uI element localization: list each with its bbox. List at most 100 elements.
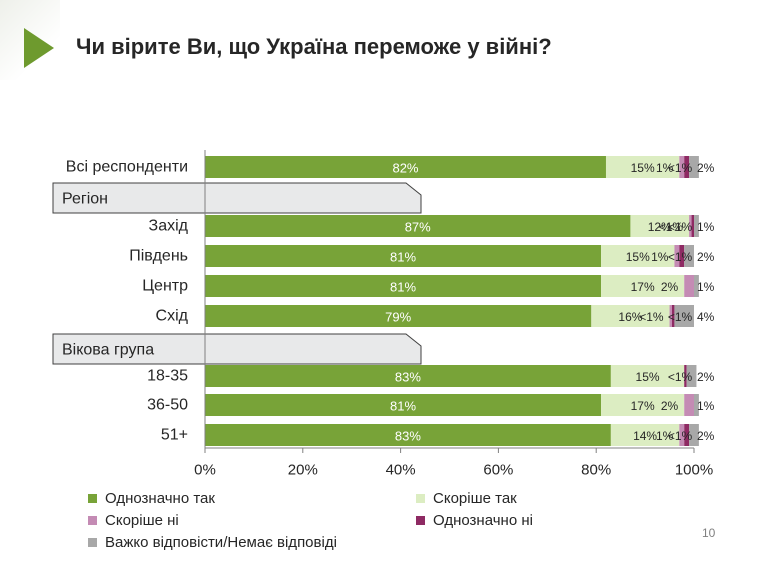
data-label: 2% bbox=[661, 399, 679, 413]
data-label: 2% bbox=[697, 161, 715, 175]
data-label: <1% bbox=[668, 370, 693, 384]
bar-segment bbox=[694, 215, 699, 237]
bar-segment bbox=[679, 245, 685, 267]
bar-segment bbox=[205, 305, 592, 327]
bar-segment bbox=[694, 275, 699, 297]
data-label: 14% bbox=[633, 429, 657, 443]
legend-item-definitely-no: Однозначно ні bbox=[416, 512, 533, 529]
bar-segment bbox=[684, 275, 694, 297]
bar-segment bbox=[686, 365, 697, 387]
row-label: 51+ bbox=[161, 427, 188, 444]
data-label: <1% bbox=[668, 310, 693, 324]
data-label: 15% bbox=[636, 370, 660, 384]
data-label: 1% bbox=[697, 220, 715, 234]
legend-swatch-hard-to-say bbox=[88, 538, 97, 547]
bar-segment bbox=[674, 245, 680, 267]
legend-label-rather-no: Скоріше ні bbox=[105, 512, 179, 529]
group-header-label: Регіон bbox=[62, 191, 108, 208]
legend-item-definitely-yes: Однозначно так bbox=[88, 490, 215, 507]
bar-segment bbox=[684, 394, 694, 416]
bar-segment bbox=[610, 365, 685, 387]
data-label: 1% bbox=[656, 161, 674, 175]
group-header-label: Вікова група bbox=[62, 342, 154, 359]
row-label: Захід bbox=[149, 218, 189, 235]
x-tick-label: 20% bbox=[288, 462, 318, 479]
x-tick-label: 60% bbox=[483, 462, 513, 479]
legend-label-hard-to-say: Важко відповісти/Немає відповіді bbox=[105, 534, 337, 551]
bar-segment bbox=[679, 156, 685, 178]
legend-label-definitely-no: Однозначно ні bbox=[433, 512, 533, 529]
bar-segment bbox=[601, 275, 685, 297]
data-label: 87% bbox=[405, 220, 431, 235]
row-label: 18-35 bbox=[147, 368, 188, 385]
legend-item-rather-yes: Скоріше так bbox=[416, 490, 517, 507]
legend-swatch-definitely-yes bbox=[88, 494, 97, 503]
bar-segment bbox=[689, 424, 699, 446]
bar-segment bbox=[205, 275, 602, 297]
data-label: <1% bbox=[659, 220, 684, 234]
data-label: <1% bbox=[668, 250, 693, 264]
bar-segment bbox=[205, 156, 606, 178]
bar-segment bbox=[630, 215, 690, 237]
data-label: 2% bbox=[697, 250, 715, 264]
bar-segment bbox=[601, 394, 685, 416]
legend-label-definitely-yes: Однозначно так bbox=[105, 490, 215, 507]
bar-segment bbox=[205, 215, 631, 237]
page-number: 10 bbox=[702, 526, 716, 540]
data-label: 17% bbox=[631, 280, 655, 294]
bar-segment bbox=[679, 424, 685, 446]
data-label: 81% bbox=[390, 399, 416, 414]
bar-segment bbox=[684, 245, 694, 267]
x-tick-label: 40% bbox=[386, 462, 416, 479]
legend-item-hard-to-say: Важко відповісти/Немає відповіді bbox=[88, 534, 337, 551]
group-header-tab bbox=[52, 182, 422, 214]
data-label: 4% bbox=[697, 310, 715, 324]
data-label: <1% bbox=[668, 429, 693, 443]
legend-swatch-definitely-no bbox=[416, 516, 425, 525]
data-label: 1% bbox=[656, 429, 674, 443]
bar-segment bbox=[591, 305, 670, 327]
data-label: 1% bbox=[697, 399, 715, 413]
data-label: 81% bbox=[390, 280, 416, 295]
data-label: 2% bbox=[697, 429, 715, 443]
data-label: 15% bbox=[626, 250, 650, 264]
bar-segment bbox=[205, 424, 611, 446]
data-label: 83% bbox=[395, 429, 421, 444]
x-tick-label: 0% bbox=[194, 462, 216, 479]
legend-swatch-rather-yes bbox=[416, 494, 425, 503]
bar-segment bbox=[605, 156, 680, 178]
bar-segment bbox=[610, 424, 680, 446]
data-label: 12% bbox=[648, 220, 672, 234]
row-label: Південь bbox=[129, 248, 188, 265]
slide-title: Чи вірите Ви, що Україна переможе у війн… bbox=[76, 34, 552, 59]
group-header-tab bbox=[52, 333, 422, 365]
bar-segment bbox=[689, 215, 692, 237]
data-label: <1% bbox=[668, 161, 693, 175]
data-label: 2% bbox=[697, 370, 715, 384]
bar-segment bbox=[671, 305, 675, 327]
row-label: Схід bbox=[156, 308, 189, 325]
bar-segment bbox=[684, 156, 690, 178]
row-label: 36-50 bbox=[147, 397, 188, 414]
data-label: 16% bbox=[618, 310, 642, 324]
bar-segment bbox=[669, 305, 672, 327]
legend-label-rather-yes: Скоріше так bbox=[433, 490, 517, 507]
bar-segment bbox=[691, 215, 694, 237]
bar-segment bbox=[684, 365, 687, 387]
bar-segment bbox=[684, 424, 690, 446]
bar-segment bbox=[205, 394, 602, 416]
bar-segment bbox=[694, 394, 699, 416]
chart-legend: Однозначно так Скоріше так Скоріше ні Од… bbox=[88, 490, 688, 560]
data-label: <1% bbox=[668, 220, 693, 234]
data-label: 83% bbox=[395, 370, 421, 385]
data-label: 2% bbox=[661, 280, 679, 294]
bar-segment bbox=[689, 156, 699, 178]
data-label: <1% bbox=[639, 310, 664, 324]
legend-swatch-rather-no bbox=[88, 516, 97, 525]
data-label: 79% bbox=[385, 310, 411, 325]
data-label: 1% bbox=[651, 250, 669, 264]
data-label: 82% bbox=[392, 161, 418, 176]
bar-segment bbox=[674, 305, 694, 327]
legend-item-rather-no: Скоріше ні bbox=[88, 512, 179, 529]
